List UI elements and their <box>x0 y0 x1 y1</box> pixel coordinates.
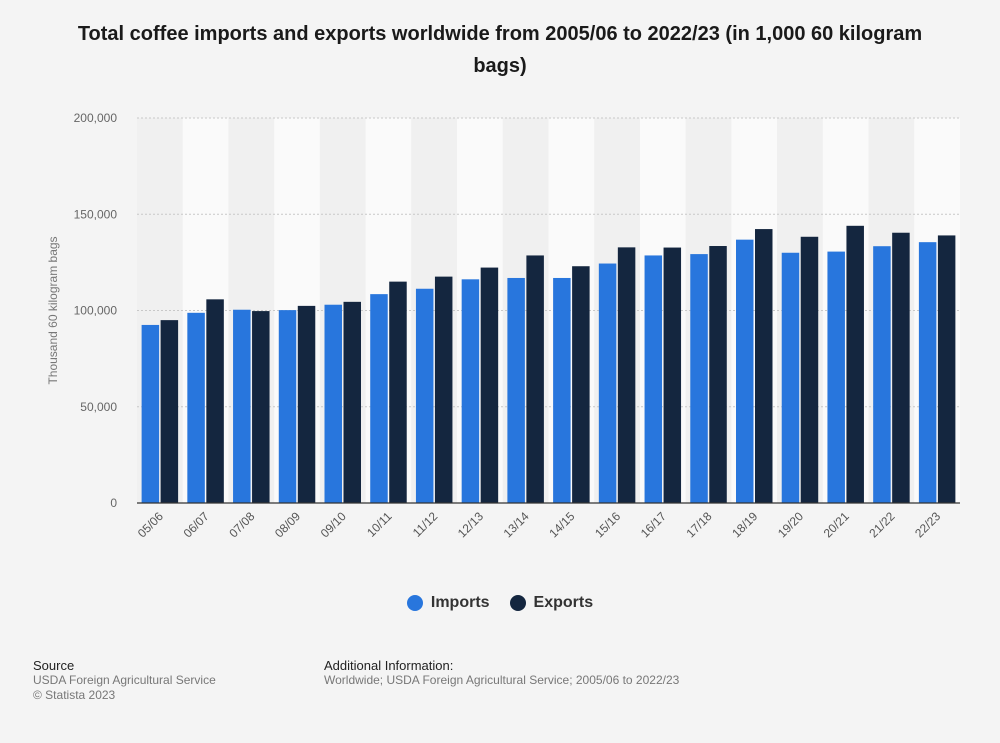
x-tick-label: 07/08 <box>226 509 257 540</box>
bar-exports-09-10[interactable] <box>343 301 362 503</box>
bar-exports-15-16[interactable] <box>617 247 636 503</box>
x-tick-label: 06/07 <box>181 509 212 540</box>
x-tick-label: 10/11 <box>364 509 395 540</box>
bar-imports-11-12[interactable] <box>415 288 434 503</box>
x-tick-label: 16/17 <box>638 509 669 540</box>
source-block: Source USDA Foreign Agricultural Service… <box>33 658 216 703</box>
bar-imports-21-22[interactable] <box>873 246 891 503</box>
info-text: Worldwide; USDA Foreign Agricultural Ser… <box>324 673 680 687</box>
y-tick-label: 50,000 <box>80 400 117 414</box>
bar-imports-08-09[interactable] <box>278 310 297 503</box>
x-tick-label: 13/14 <box>501 509 532 540</box>
bar-exports-10-11[interactable] <box>389 281 407 503</box>
bar-exports-21-22[interactable] <box>892 232 910 504</box>
x-tick-label: 19/20 <box>775 509 806 540</box>
legend-item-imports[interactable]: Imports <box>406 594 490 612</box>
bar-exports-17-18[interactable] <box>709 246 727 503</box>
bar-exports-19-20[interactable] <box>800 236 819 503</box>
copyright: © Statista 2023 <box>33 688 116 702</box>
bar-imports-18-19[interactable] <box>736 239 754 503</box>
bar-exports-16-17[interactable] <box>663 247 682 503</box>
x-tick-label: 12/13 <box>455 509 486 540</box>
y-tick-label: 0 <box>110 496 117 510</box>
source-text: USDA Foreign Agricultural Service <box>33 673 216 687</box>
bar-imports-10-11[interactable] <box>370 294 388 503</box>
x-tick-label: 17/18 <box>684 509 715 540</box>
x-tick-label: 22/23 <box>912 509 943 540</box>
legend-marker-exports <box>509 595 526 611</box>
legend-label-imports: Imports <box>430 594 490 611</box>
y-tick-label: 150,000 <box>74 207 118 221</box>
x-tick-label: 14/15 <box>546 509 577 540</box>
y-tick-label: 100,000 <box>74 304 118 318</box>
bar-exports-08-09[interactable] <box>297 305 316 503</box>
bar-exports-05-06[interactable] <box>160 320 179 503</box>
bar-exports-07-08[interactable] <box>252 311 270 503</box>
bar-exports-14-15[interactable] <box>572 266 590 503</box>
x-tick-label: 11/12 <box>410 509 441 540</box>
bar-exports-06-07[interactable] <box>206 299 224 503</box>
bar-imports-17-18[interactable] <box>690 254 708 503</box>
bar-exports-13-14[interactable] <box>526 255 544 503</box>
gridlines <box>137 117 960 408</box>
bar-imports-09-10[interactable] <box>324 304 343 503</box>
bar-exports-11-12[interactable] <box>434 276 453 503</box>
bar-imports-05-06[interactable] <box>141 324 160 503</box>
bar-exports-12-13[interactable] <box>480 267 499 503</box>
y-tick-label: 200,000 <box>74 111 118 125</box>
x-tick-label: 09/10 <box>318 509 349 540</box>
y-axis-label: Thousand 60 kilogram bags <box>46 236 60 384</box>
bar-imports-14-15[interactable] <box>553 277 571 503</box>
chart-title: Total coffee imports and exports worldwi… <box>77 23 923 77</box>
y-axis-ticks: 0 50,000 100,000 150,000 200,000 <box>74 111 118 510</box>
x-tick-label: 20/21 <box>821 509 852 540</box>
legend-label-exports: Exports <box>533 594 594 611</box>
bar-exports-20-21[interactable] <box>846 225 864 504</box>
bar-exports-22-23[interactable] <box>937 235 956 504</box>
bar-imports-12-13[interactable] <box>461 279 480 503</box>
bar-imports-19-20[interactable] <box>781 252 800 503</box>
x-tick-label: 18/19 <box>729 509 760 540</box>
bars <box>141 225 956 504</box>
source-heading: Source <box>33 658 75 673</box>
bar-imports-15-16[interactable] <box>598 263 617 503</box>
bar-imports-16-17[interactable] <box>644 255 663 503</box>
x-tick-label: 15/16 <box>592 509 623 540</box>
legend: Imports Exports <box>0 594 1000 612</box>
x-tick-label: 08/09 <box>272 509 303 540</box>
bar-imports-13-14[interactable] <box>507 277 525 503</box>
bar-imports-22-23[interactable] <box>918 242 937 503</box>
x-tick-label: 21/22 <box>866 509 897 540</box>
bar-imports-20-21[interactable] <box>827 251 845 503</box>
bar-imports-06-07[interactable] <box>187 312 205 503</box>
legend-marker-imports <box>406 595 423 611</box>
x-axis-ticks: 05/06 06/07 07/08 08/09 09/10 10/11 11/12 12/13… <box>135 509 944 540</box>
bar-exports-18-19[interactable] <box>755 229 773 503</box>
legend-item-exports[interactable]: Exports <box>509 594 594 612</box>
bar-imports-07-08[interactable] <box>233 309 251 503</box>
info-heading: Additional Information: <box>324 658 454 673</box>
additional-info-block: Additional Information: Worldwide; USDA … <box>324 658 679 688</box>
x-tick-label: 05/06 <box>135 509 166 540</box>
